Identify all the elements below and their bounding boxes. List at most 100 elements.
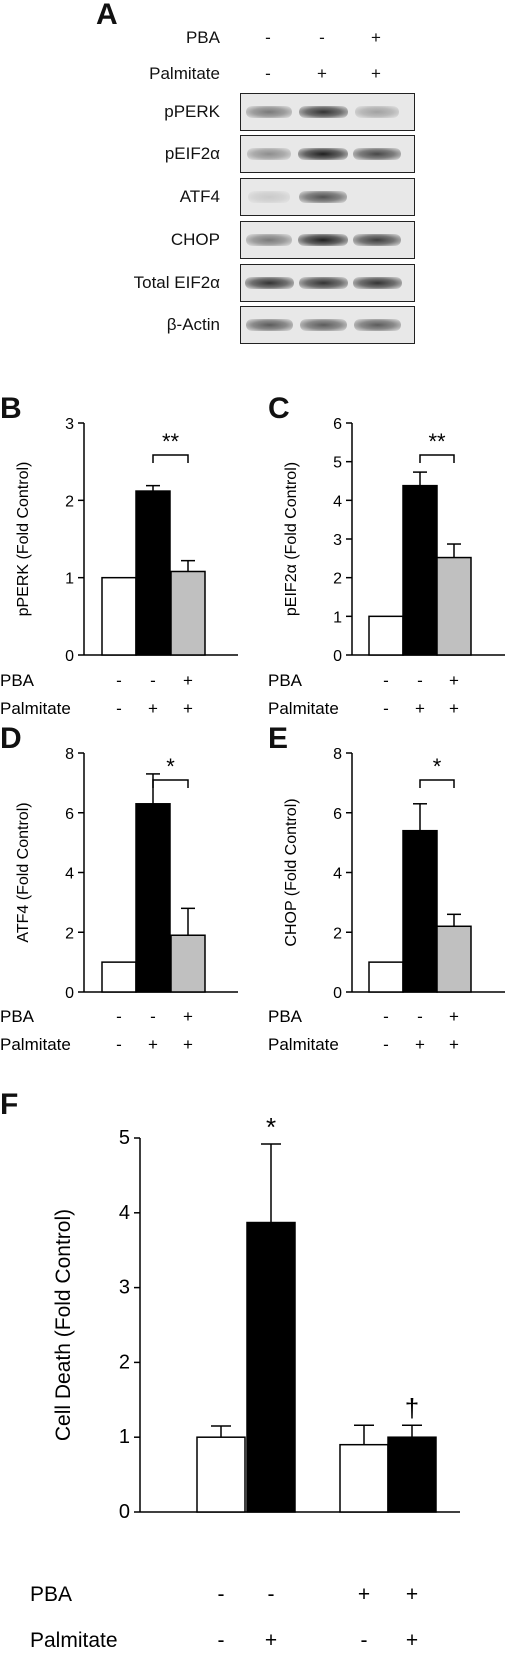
blot-band [298, 234, 348, 246]
treatment-label: Palmitate [0, 699, 71, 718]
blot-sign: + [371, 28, 381, 47]
treatment-label: PBA [0, 1007, 35, 1026]
treatment-label: PBA [268, 671, 303, 690]
blot-band [352, 277, 402, 289]
significance-bracket [152, 779, 189, 788]
treatment-sign: + [265, 1629, 277, 1652]
treatment-sign: - [116, 1035, 122, 1054]
bar [135, 803, 171, 993]
y-tick-label: 0 [333, 985, 342, 1002]
blot-band [299, 191, 347, 203]
y-tick-label: 2 [65, 925, 74, 942]
y-tick-label: 3 [119, 1277, 130, 1299]
significance-bracket [152, 454, 189, 463]
significance-marker: * [166, 754, 175, 779]
bar [196, 1436, 246, 1513]
bar [436, 556, 472, 656]
blot-treatment-label-palmitate: Palmitate [149, 64, 220, 83]
panel-letter-b: B [0, 392, 22, 425]
treatment-sign: - [361, 1629, 368, 1652]
treatment-sign: - [150, 671, 156, 690]
panel-letter-d: D [0, 722, 22, 755]
y-tick-label: 2 [119, 1351, 130, 1373]
treatment-label: Palmitate [268, 699, 339, 718]
treatment-sign: - [116, 1007, 122, 1026]
y-tick-label: 0 [119, 1501, 130, 1523]
y-tick-label: 4 [333, 493, 342, 510]
y-axis-label: CHOP (Fold Control) [283, 798, 300, 946]
blot-band [245, 319, 293, 331]
significance-marker: † [405, 1393, 419, 1423]
y-tick-label: 8 [333, 746, 342, 763]
y-tick-label: 3 [65, 416, 74, 433]
treatment-sign: - [218, 1629, 225, 1652]
y-tick-label: 4 [333, 866, 342, 883]
treatment-sign: + [183, 1035, 193, 1054]
bar [387, 1436, 437, 1513]
y-tick-label: 1 [119, 1426, 130, 1448]
y-tick-label: 4 [65, 866, 74, 883]
blot-band [246, 106, 292, 118]
treatment-sign: - [116, 699, 122, 718]
treatment-sign: - [417, 1007, 423, 1026]
blot-row-label: Total EIF2α [133, 273, 220, 292]
y-axis-label: ATF4 (Fold Control) [15, 802, 32, 942]
blot-band [353, 148, 401, 160]
bar [101, 576, 137, 656]
panel-letter-f: F [0, 1088, 19, 1121]
treatment-sign: + [415, 1035, 425, 1054]
y-axis-label: Cell Death (Fold Control) [52, 1209, 75, 1441]
treatment-sign: - [218, 1583, 225, 1606]
treatment-sign: + [449, 699, 459, 718]
blot-treatment-label-pba: PBA [185, 28, 220, 47]
y-tick-label: 4 [119, 1202, 130, 1224]
treatment-sign: + [358, 1583, 370, 1606]
blot-band [298, 148, 348, 160]
treatment-sign: + [406, 1629, 418, 1652]
treatment-sign: - [268, 1583, 275, 1606]
treatment-sign: + [183, 699, 193, 718]
bar [368, 615, 404, 656]
y-tick-label: 0 [333, 648, 342, 665]
significance-bracket [419, 454, 455, 463]
treatment-label: Palmitate [30, 1629, 118, 1652]
bar [436, 925, 472, 993]
bar [402, 829, 438, 993]
treatment-sign: - [383, 1035, 389, 1054]
significance-marker: ** [162, 429, 180, 454]
blot-row-label: pPERK [164, 102, 220, 121]
y-tick-label: 0 [65, 985, 74, 1002]
treatment-sign: + [148, 1035, 158, 1054]
y-tick-label: 2 [333, 925, 342, 942]
y-axis-label: pPERK (Fold Control) [15, 462, 32, 617]
blot-band [246, 148, 292, 160]
treatment-sign: - [150, 1007, 156, 1026]
treatment-sign: + [406, 1583, 418, 1606]
treatment-sign: + [183, 1007, 193, 1026]
treatment-label: Palmitate [268, 1035, 339, 1054]
blot-row [240, 178, 415, 216]
y-tick-label: 3 [333, 532, 342, 549]
blot-sign: - [265, 64, 271, 83]
y-tick-label: 8 [65, 746, 74, 763]
y-axis-label: pEIF2α (Fold Control) [283, 462, 300, 616]
blot-row-label: CHOP [170, 230, 220, 249]
treatment-sign: + [449, 1035, 459, 1054]
significance-bracket [419, 779, 455, 788]
y-tick-label: 1 [65, 571, 74, 588]
blot-row [240, 221, 415, 259]
y-tick-label: 2 [65, 493, 74, 510]
blot-band [248, 191, 290, 203]
treatment-label: PBA [0, 671, 35, 690]
blot-row-label: ATF4 [179, 187, 220, 206]
treatment-sign: + [148, 699, 158, 718]
treatment-sign: - [417, 671, 423, 690]
blot-band [298, 277, 348, 289]
y-tick-label: 1 [333, 609, 342, 626]
blot-row-label: pEIF2α [164, 144, 220, 163]
treatment-sign: + [449, 1007, 459, 1026]
treatment-sign: - [383, 699, 389, 718]
